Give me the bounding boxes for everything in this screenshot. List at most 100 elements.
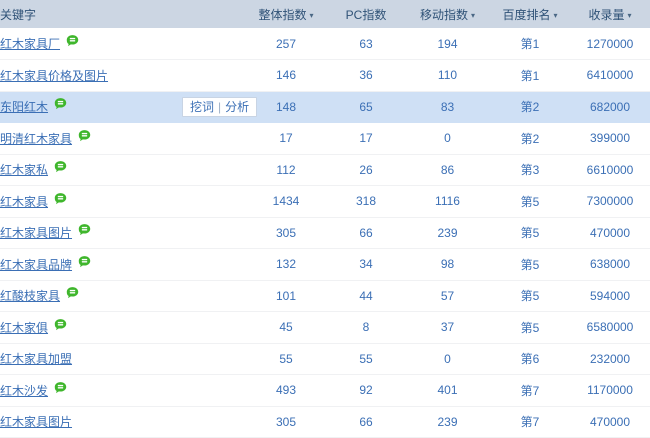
cell-indexed-count: 6410000 [570,59,650,92]
table-row[interactable]: 红木家私 112 26 86 第3 6610000 [0,154,650,186]
cell-keyword: 东阳红木 挖词 | 分析 [0,90,258,123]
table-row[interactable]: 红木家具加盟 55 55 0 第6 232000 [0,343,650,375]
cell-baidu-rank: 第7 [490,406,570,438]
cell-overall-index: 55 [245,343,327,375]
cell-indexed-count: 638000 [570,248,650,281]
chat-bubble-icon[interactable] [53,318,68,333]
table-row[interactable]: 红木家具厂 257 63 194 第1 1270000 [0,28,650,60]
cell-keyword: 红酸枝家具 [0,280,245,312]
cell-baidu-rank: 第1 [490,59,570,92]
cell-overall-index: 1434 [245,185,327,218]
sort-descending-icon[interactable]: ▾ [309,10,314,20]
table-row[interactable]: 红木家具图片 305 66 239 第5 470000 [0,217,650,249]
table-row[interactable]: 红木家具价格及图片 146 36 110 第1 6410000 [0,59,650,92]
chat-bubble-icon[interactable] [53,160,68,175]
column-header-indexed-count-label: 收录量 [588,7,625,22]
table-row[interactable]: 红木家具 1434 318 1116 第5 7300000 [0,185,650,218]
keyword-link[interactable]: 东阳红木 [0,100,49,115]
chat-bubble-icon[interactable] [53,381,68,396]
cell-indexed-count: 232000 [570,343,650,375]
chat-bubble-icon[interactable] [65,286,80,301]
cell-keyword: 红木家俱 [0,311,245,344]
table-row[interactable]: 明清红木家具 17 17 0 第2 399000 [0,122,650,155]
chat-bubble-icon[interactable] [65,34,80,49]
cell-baidu-rank: 第2 [490,122,570,155]
cell-keyword: 红木家具图片 [0,217,245,249]
column-header-overall-index[interactable]: 整体指数 ▾ [245,0,327,28]
chat-bubble-icon[interactable] [53,192,68,207]
cell-keyword: 红木家具品牌 [0,248,245,281]
cell-pc-index: 55 [327,343,405,375]
keyword-link[interactable]: 红木家具图片 [0,415,73,430]
table-row[interactable]: 东阳红木 挖词 | 分析 148 65 83 第2 682000 [0,90,650,123]
keyword-link[interactable]: 红木家具 [0,194,49,209]
cell-pc-index: 26 [327,154,405,186]
sort-descending-icon[interactable]: ▾ [553,10,558,20]
cell-keyword: 红木家具 [0,185,245,218]
cell-mobile-index: 0 [405,122,490,155]
cell-mobile-index: 239 [405,406,490,438]
cell-overall-index: 493 [245,374,327,407]
column-header-indexed-count[interactable]: 收录量 ▾ [570,0,650,28]
column-header-mobile-index[interactable]: 移动指数 ▾ [405,0,490,28]
cell-baidu-rank: 第1 [490,28,570,60]
cell-indexed-count: 399000 [570,122,650,155]
cell-mobile-index: 194 [405,28,490,60]
table-row[interactable]: 红木家具品牌 132 34 98 第5 638000 [0,248,650,281]
column-header-baidu-rank[interactable]: 百度排名 ▾ [490,0,570,28]
keyword-link[interactable]: 红木家具价格及图片 [0,68,109,83]
sort-descending-icon[interactable]: ▾ [471,10,476,20]
analyze-button[interactable]: 分析 [225,99,250,114]
keyword-link[interactable]: 红木家具加盟 [0,352,73,367]
cell-keyword: 红木家具加盟 [0,343,245,375]
keyword-link[interactable]: 明清红木家具 [0,131,73,146]
cell-baidu-rank: 第6 [490,343,570,375]
column-header-keyword[interactable]: 关键字 [0,0,245,28]
cell-pc-index: 66 [327,406,405,438]
cell-baidu-rank: 第5 [490,185,570,218]
cell-overall-index: 45 [245,311,327,344]
cell-pc-index: 8 [327,311,405,344]
cell-mobile-index: 37 [405,311,490,344]
cell-baidu-rank: 第7 [490,374,570,407]
cell-pc-index: 34 [327,248,405,281]
column-header-pc-index-label: PC指数 [345,7,387,22]
cell-overall-index: 305 [245,217,327,249]
cell-overall-index: 17 [245,122,327,155]
cell-pc-index: 92 [327,374,405,407]
keyword-link[interactable]: 红木沙发 [0,383,49,398]
keyword-link[interactable]: 红木家私 [0,163,49,178]
keyword-link[interactable]: 红木家具品牌 [0,257,73,272]
cell-indexed-count: 6580000 [570,311,650,344]
cell-overall-index: 132 [245,248,327,281]
cell-overall-index: 112 [245,154,327,186]
cell-overall-index: 101 [245,280,327,312]
keyword-link[interactable]: 红木家具图片 [0,226,73,241]
keyword-link[interactable]: 红木家具厂 [0,37,61,51]
cell-mobile-index: 1116 [405,185,490,218]
table-row[interactable]: 红木家具图片 305 66 239 第7 470000 [0,406,650,438]
cell-mobile-index: 57 [405,280,490,312]
cell-overall-index: 257 [245,28,327,60]
cell-mobile-index: 110 [405,59,490,92]
keyword-link[interactable]: 红木家俱 [0,320,49,335]
chat-bubble-icon[interactable] [77,255,92,270]
table-row[interactable]: 红木家俱 45 8 37 第5 6580000 [0,311,650,344]
chat-bubble-icon[interactable] [53,97,68,112]
column-header-overall-index-label: 整体指数 [258,7,307,22]
column-header-pc-index[interactable]: PC指数 [327,0,405,28]
cell-mobile-index: 0 [405,343,490,375]
cell-indexed-count: 594000 [570,280,650,312]
keyword-link[interactable]: 红酸枝家具 [0,289,61,304]
chat-bubble-icon[interactable] [77,223,92,238]
sort-descending-icon[interactable]: ▾ [627,10,632,20]
cell-pc-index: 36 [327,59,405,92]
cell-pc-index: 65 [327,90,405,123]
row-action-box: 挖词 | 分析 [182,96,258,117]
chat-bubble-icon[interactable] [77,129,92,144]
cell-overall-index: 146 [245,59,327,92]
table-row[interactable]: 红木沙发 493 92 401 第7 1170000 [0,374,650,407]
table-row[interactable]: 红酸枝家具 101 44 57 第5 594000 [0,280,650,312]
dig-keywords-button[interactable]: 挖词 [190,99,215,114]
action-separator: | [218,99,222,114]
